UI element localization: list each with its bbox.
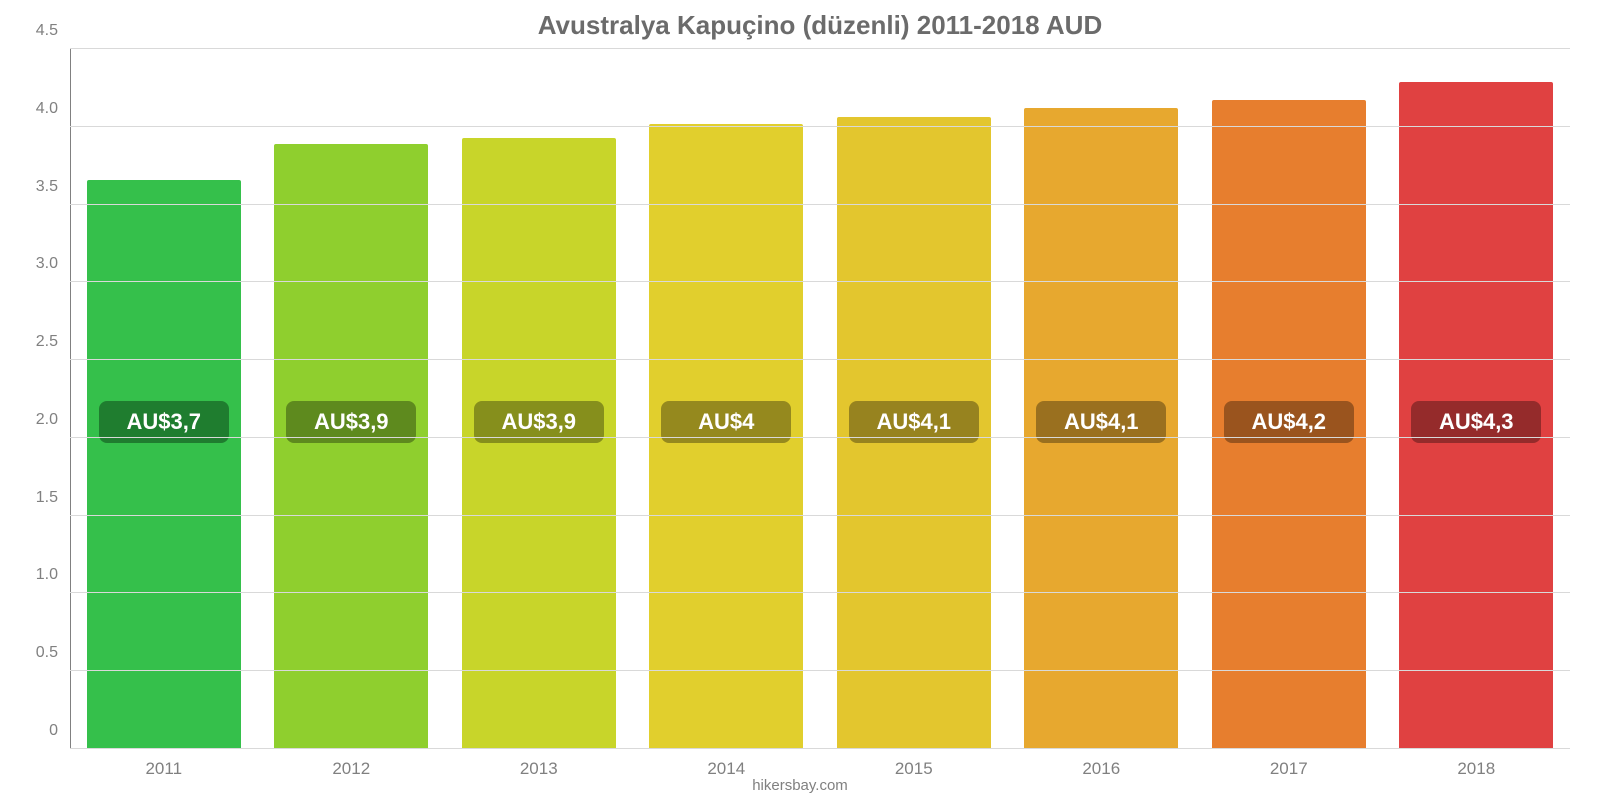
x-tick-label: 2015 [895, 759, 933, 779]
attribution-text: hikersbay.com [0, 777, 1600, 794]
y-tick-label: 3.5 [36, 178, 58, 196]
grid-line [70, 748, 1570, 749]
x-tick-label: 2012 [332, 759, 370, 779]
x-tick-label: 2014 [707, 759, 745, 779]
bar: AU$4,3 [1399, 82, 1553, 749]
x-tick-label: 2013 [520, 759, 558, 779]
bar: AU$4,2 [1212, 100, 1366, 749]
bar-slot: AU$4,12016 [1008, 49, 1196, 749]
bar: AU$3,7 [87, 180, 241, 749]
grid-line [70, 515, 1570, 516]
x-tick-label: 2011 [145, 759, 182, 779]
bar-slot: AU$42014 [633, 49, 821, 749]
y-tick-label: 1.0 [36, 566, 58, 584]
bar-slot: AU$3,92013 [445, 49, 633, 749]
bar-slot: AU$4,22017 [1195, 49, 1383, 749]
y-tick-label: 2.0 [36, 411, 58, 429]
x-tick-label: 2018 [1457, 759, 1495, 779]
x-tick-label: 2017 [1270, 759, 1308, 779]
grid-line [70, 437, 1570, 438]
y-tick-label: 2.5 [36, 333, 58, 351]
grid-line [70, 204, 1570, 205]
grid-line [70, 670, 1570, 671]
x-tick-label: 2016 [1082, 759, 1120, 779]
y-tick-label: 0 [49, 722, 58, 740]
grid-line [70, 592, 1570, 593]
bar-slot: AU$4,32018 [1383, 49, 1571, 749]
y-tick-label: 0.5 [36, 644, 58, 662]
y-tick-label: 4.0 [36, 100, 58, 118]
y-tick-label: 1.5 [36, 489, 58, 507]
bar: AU$3,9 [462, 138, 616, 749]
grid-line [70, 359, 1570, 360]
bar: AU$3,9 [274, 144, 428, 749]
grid-line [70, 281, 1570, 282]
bars-group: AU$3,72011AU$3,92012AU$3,92013AU$42014AU… [70, 49, 1570, 749]
bar-slot: AU$3,92012 [258, 49, 446, 749]
plot-area: AU$3,72011AU$3,92012AU$3,92013AU$42014AU… [70, 49, 1570, 749]
chart-container: Avustralya Kapuçino (düzenli) 2011-2018 … [0, 0, 1600, 800]
y-tick-label: 4.5 [36, 22, 58, 40]
bar-slot: AU$3,72011 [70, 49, 258, 749]
chart-title: Avustralya Kapuçino (düzenli) 2011-2018 … [70, 10, 1570, 41]
bar: AU$4,1 [837, 117, 991, 749]
grid-line [70, 48, 1570, 49]
grid-line [70, 126, 1570, 127]
y-tick-label: 3.0 [36, 255, 58, 273]
bar-slot: AU$4,12015 [820, 49, 1008, 749]
